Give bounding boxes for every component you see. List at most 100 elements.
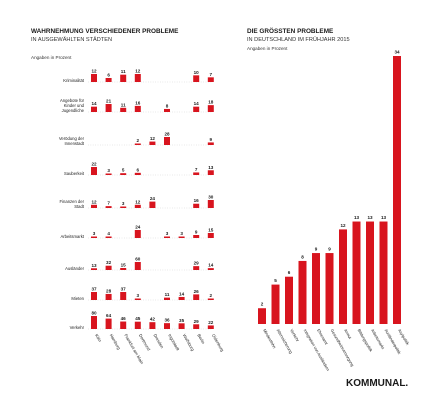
data-label: 16 <box>135 100 141 105</box>
bar <box>149 201 156 208</box>
bar <box>193 294 200 300</box>
data-label: 29 <box>194 319 200 324</box>
category-label: Asylpolitik <box>397 328 410 346</box>
data-label: 26 <box>194 289 200 294</box>
data-label: 13 <box>91 263 97 268</box>
right-chart-subtitle: IN DEUTSCHLAND IM FRÜHJAHR 2015 <box>247 36 350 43</box>
data-label: 14 <box>91 101 97 106</box>
data-label: 13 <box>367 215 373 220</box>
bar <box>134 105 141 112</box>
bar <box>207 105 214 112</box>
bar <box>164 137 170 145</box>
category-label: Mindestlohn <box>262 328 277 349</box>
data-label: 6 <box>288 270 291 275</box>
bar <box>164 236 170 238</box>
bar <box>178 296 185 300</box>
city-label: Köln <box>94 333 103 343</box>
bar <box>178 236 185 238</box>
row-label: Arbeitsmarkt <box>60 234 84 239</box>
row-label: Sauberkeit <box>64 171 85 176</box>
bar <box>164 108 170 112</box>
bar <box>149 141 156 145</box>
bar <box>298 260 307 324</box>
data-label: 7 <box>107 201 110 206</box>
bar <box>105 265 112 270</box>
data-label: 24 <box>135 225 141 230</box>
bar <box>193 203 200 208</box>
bar <box>105 173 112 175</box>
data-label: 36 <box>164 318 170 323</box>
data-label: 4 <box>107 231 110 236</box>
bar <box>339 229 347 324</box>
city-label: Wolfsburg <box>182 333 196 352</box>
bar <box>91 292 97 300</box>
data-label: 6 <box>107 73 110 78</box>
data-label: 11 <box>121 69 126 74</box>
bar <box>91 316 97 329</box>
data-label: 12 <box>340 223 346 228</box>
row-label: Jugendliche <box>62 108 85 113</box>
bar <box>258 308 266 324</box>
bar <box>193 235 200 238</box>
bar <box>105 104 112 112</box>
data-label: 24 <box>150 196 156 201</box>
bar <box>207 298 214 300</box>
right-chart-unit-note: Angaben in Prozent <box>247 46 288 51</box>
bar <box>134 298 141 300</box>
bar <box>207 77 214 82</box>
bar <box>312 253 320 324</box>
bar <box>352 221 361 324</box>
bar <box>134 262 141 270</box>
data-label: 3 <box>166 231 169 236</box>
bar <box>193 324 200 329</box>
city-label: Dortmund <box>138 333 152 352</box>
bar <box>105 293 112 300</box>
bar <box>134 230 141 238</box>
data-label: 3 <box>137 293 140 298</box>
data-label: 34 <box>394 50 400 55</box>
city-label: Ingolstadt <box>167 333 181 352</box>
data-label: 10 <box>194 70 200 75</box>
bar <box>393 56 401 324</box>
data-label: 45 <box>135 316 141 321</box>
left-chart-subtitle: IN AUSGEWÄHLTEN STÄDTEN <box>31 36 112 43</box>
data-label: 60 <box>135 257 141 262</box>
city-label: Berlin <box>196 333 206 345</box>
data-label: 9 <box>195 230 198 235</box>
bar <box>285 276 293 324</box>
bar <box>149 322 156 329</box>
data-label: 2 <box>137 138 140 143</box>
bar <box>91 74 97 82</box>
data-label: 37 <box>121 287 127 292</box>
bar <box>207 170 214 175</box>
data-label: 2 <box>210 293 213 298</box>
data-label: 18 <box>208 100 214 105</box>
bar <box>134 321 141 329</box>
category-label: Integration von Ausländern <box>303 328 331 372</box>
bar <box>193 172 200 175</box>
data-label: 12 <box>91 199 97 204</box>
data-label: 11 <box>165 292 170 297</box>
data-label: 12 <box>135 69 141 74</box>
left-chart-unit-note: Angaben in Prozent <box>31 55 72 60</box>
data-label: 15 <box>208 228 214 233</box>
data-label: 3 <box>93 231 96 236</box>
bar <box>105 206 112 208</box>
data-label: 6 <box>137 167 140 172</box>
row-label: Finanzen der <box>60 199 85 204</box>
bar <box>164 297 170 300</box>
row-label: Kriminalität <box>63 78 85 83</box>
bar <box>91 268 97 270</box>
row-label: Mieten <box>71 296 84 301</box>
category-label: Verkehr <box>289 328 301 343</box>
row-label: Verkehr <box>70 325 85 330</box>
data-label: 14 <box>179 291 185 296</box>
data-label: 37 <box>91 287 97 292</box>
bar <box>91 106 97 112</box>
bar <box>134 204 141 208</box>
data-label: 11 <box>121 102 126 107</box>
city-label: Oldenburg <box>211 333 225 353</box>
row-label: Ausländer <box>65 266 84 271</box>
bar <box>91 236 97 238</box>
